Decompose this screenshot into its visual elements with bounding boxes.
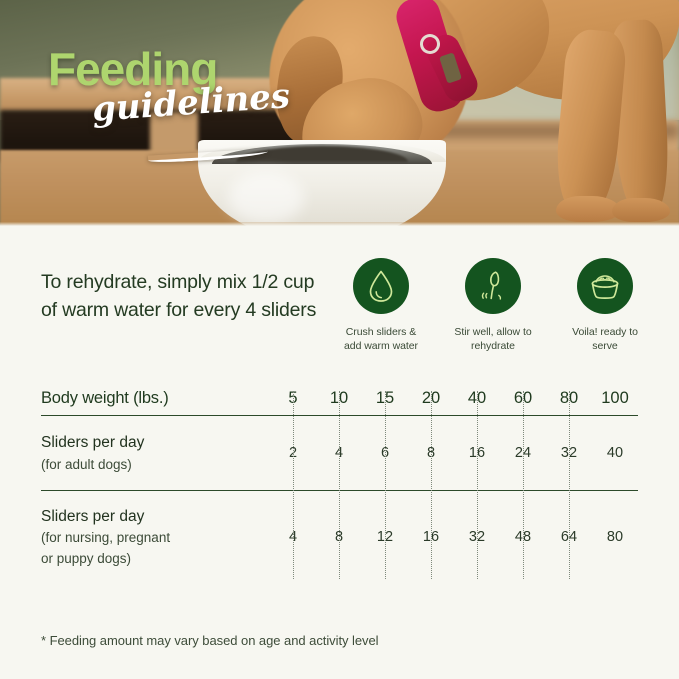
food-bowl-icon: [591, 275, 619, 299]
row-label-line3: or puppy dogs): [41, 550, 132, 566]
step-crush-sliders: Crush sliders & add warm water: [339, 258, 423, 353]
hero-banner: Feeding guidelines: [0, 0, 679, 226]
dog-bowl-highlight: [228, 172, 304, 224]
cell-nursing-15: 12: [376, 529, 394, 545]
dog-paw-front: [556, 196, 620, 222]
cell-adult-10: 4: [334, 445, 344, 461]
header-weight-100: 100: [601, 388, 629, 407]
cell-nursing-60: 48: [514, 529, 532, 545]
table-header-row: Body weight (lbs.) 5 10 15 20 40 60 80 1…: [41, 381, 638, 415]
cell-nursing-10: 8: [334, 529, 344, 545]
hero-bottom-edge: [0, 222, 679, 226]
cell-nursing-100: 80: [606, 529, 624, 545]
header-weight-10: 10: [329, 388, 349, 407]
header-body-weight-label: Body weight (lbs.): [41, 388, 169, 407]
cell-adult-40: 16: [468, 445, 486, 461]
row-label-line1: Sliders per day: [41, 434, 145, 452]
header-weight-5: 5: [288, 388, 298, 407]
header-weight-20: 20: [421, 388, 441, 407]
row-label-line2: (for adult dogs): [41, 456, 132, 472]
cell-adult-80: 32: [560, 445, 578, 461]
header-weight-40: 40: [467, 388, 487, 407]
intro-section: To rehydrate, simply mix 1/2 cup of warm…: [0, 226, 679, 366]
step-2-label: Stir well, allow to rehydrate: [454, 326, 532, 353]
dog-eating-photo: [0, 0, 679, 226]
row-label-line2: (for nursing, pregnant: [41, 530, 171, 546]
stirring-spoon-icon: [481, 271, 502, 300]
row-nursing-dogs-label: Sliders per day (for nursing, pregnant o…: [41, 491, 270, 583]
row-label-line1: Sliders per day: [41, 508, 145, 526]
dog-paw-back: [612, 198, 670, 222]
step-3-label: Voila! ready to serve: [572, 326, 638, 353]
step-stir-well: Stir well, allow to rehydrate: [451, 258, 535, 353]
header-weight-15: 15: [375, 388, 395, 407]
step-3-circle: [577, 258, 633, 314]
step-1-circle: [353, 258, 409, 314]
water-droplet-icon: [369, 270, 393, 302]
cell-nursing-5: 4: [288, 529, 298, 545]
step-1-label: Crush sliders & add warm water: [344, 326, 418, 353]
step-ready-to-serve: Voila! ready to serve: [563, 258, 647, 353]
rehydrate-instruction: To rehydrate, simply mix 1/2 cup of warm…: [41, 271, 317, 321]
table-row: Sliders per day (for nursing, pregnant o…: [41, 491, 638, 583]
hero-title-main: Feeding: [48, 43, 218, 95]
cell-adult-15: 6: [380, 445, 390, 461]
row-adult-dogs-label: Sliders per day (for adult dogs): [41, 416, 270, 490]
cell-adult-20: 8: [426, 445, 436, 461]
cell-nursing-80: 64: [560, 529, 578, 545]
cell-nursing-40: 32: [468, 529, 486, 545]
cell-nursing-20: 16: [422, 529, 440, 545]
cell-adult-100: 40: [606, 445, 624, 461]
header-weight-60: 60: [513, 388, 533, 407]
cell-adult-60: 24: [514, 445, 532, 461]
table-row: Sliders per day (for adult dogs) 2 4 6 8…: [41, 416, 638, 490]
dog-bowl-contents: [236, 146, 408, 162]
hero-title: Feeding guidelines: [48, 43, 291, 164]
feeding-table: Body weight (lbs.) 5 10 15 20 40 60 80 1…: [41, 381, 638, 583]
header-weight-80: 80: [559, 388, 579, 407]
step-2-circle: [465, 258, 521, 314]
cell-adult-5: 2: [288, 445, 298, 461]
feeding-table-wrapper: Body weight (lbs.) 5 10 15 20 40 60 80 1…: [41, 381, 638, 583]
steps-list: Crush sliders & add warm water Stir well…: [339, 258, 647, 353]
footnote: * Feeding amount may vary based on age a…: [41, 633, 379, 648]
